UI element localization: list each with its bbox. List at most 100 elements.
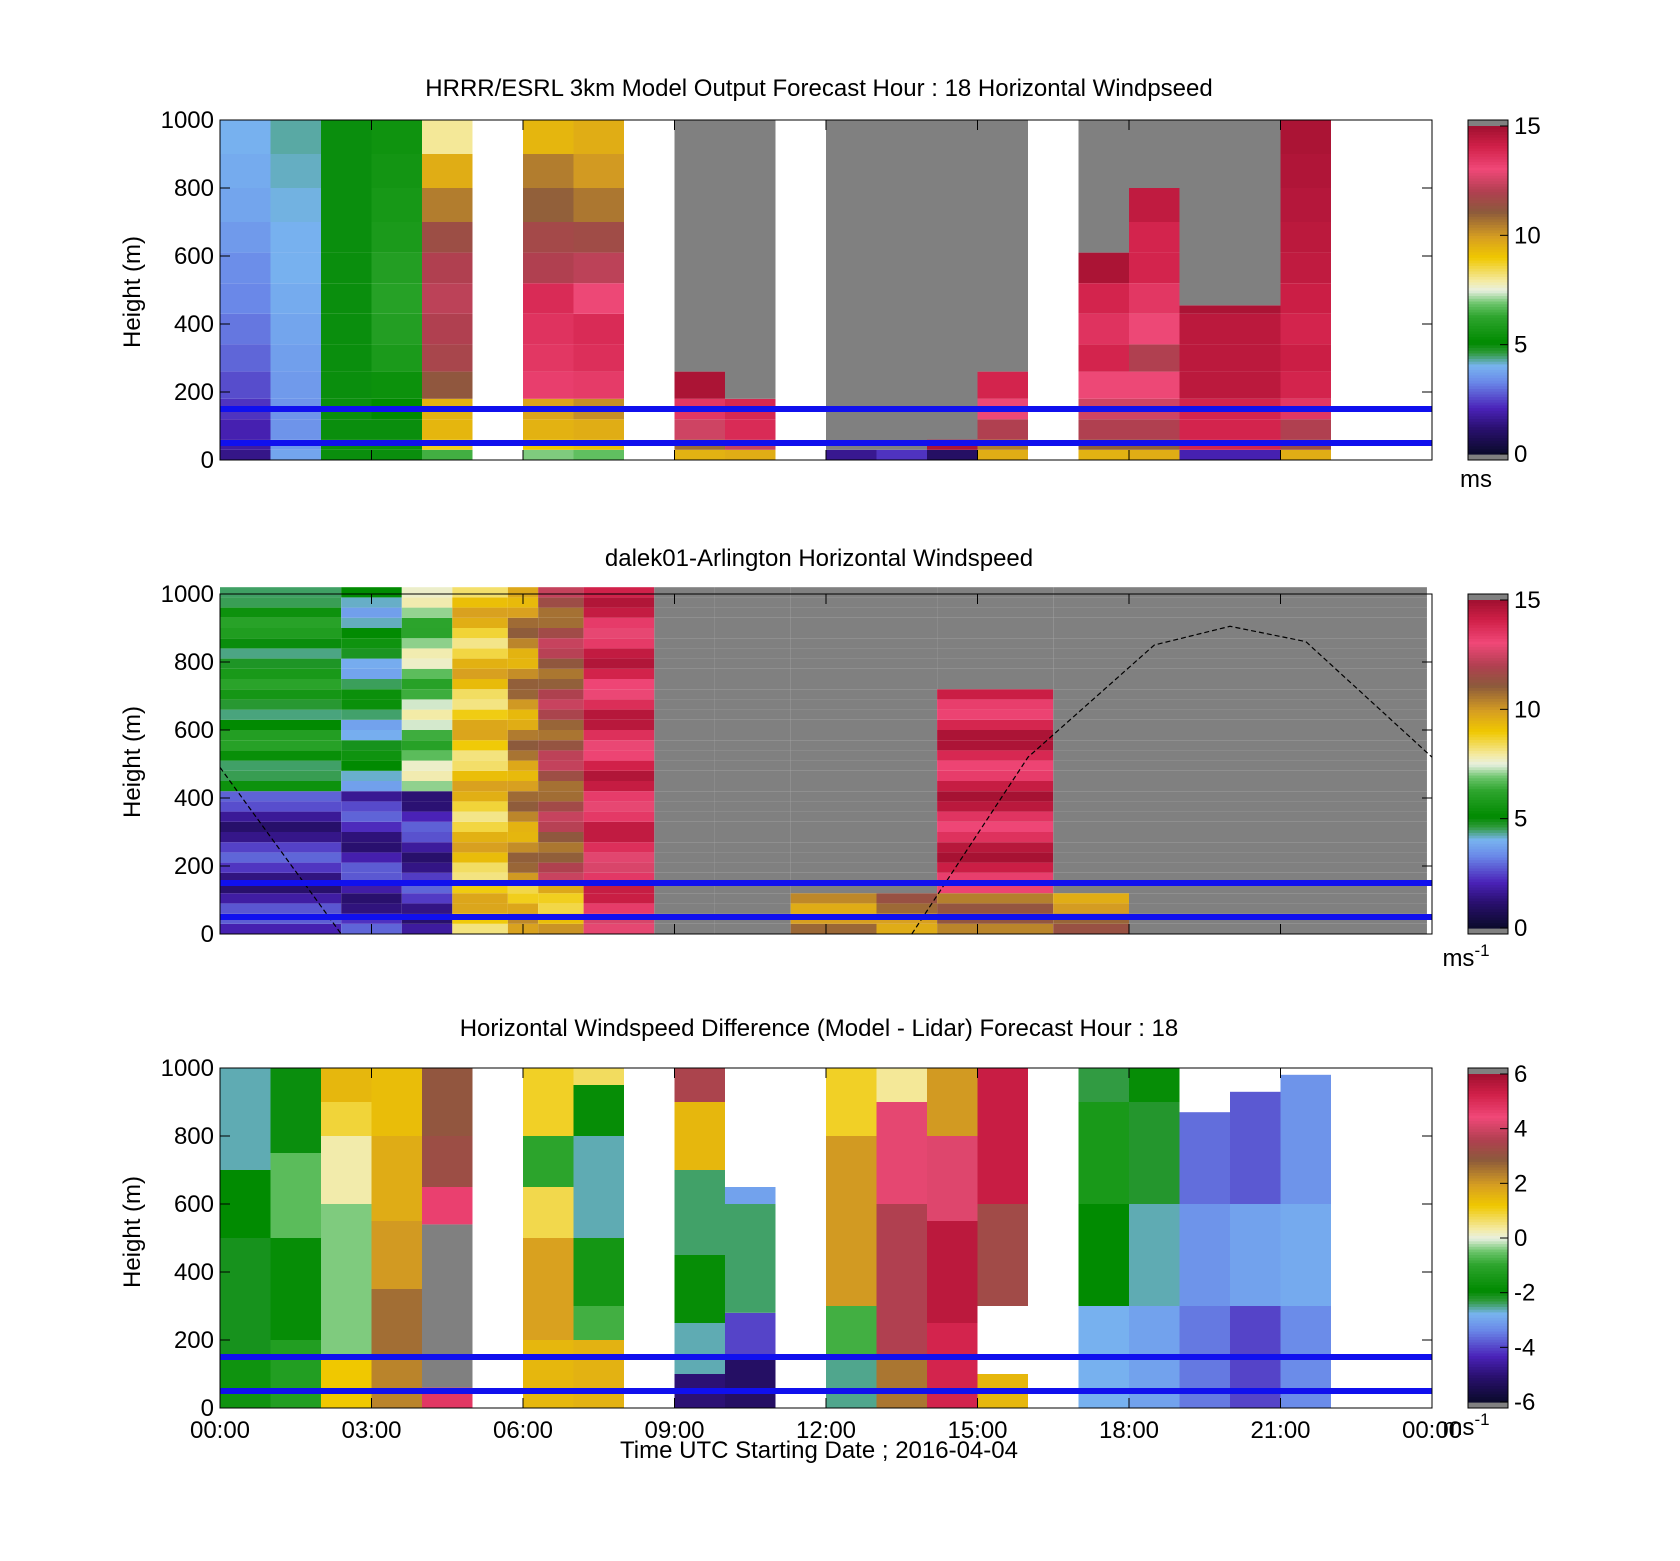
colorbar-step xyxy=(1468,1259,1508,1264)
lidar-gate xyxy=(220,832,342,843)
lidar-gate xyxy=(452,699,508,710)
colorbar-step xyxy=(1468,1221,1508,1225)
heatmap-cell xyxy=(220,120,271,154)
lidar-gate xyxy=(937,587,1054,598)
colorbar-step xyxy=(1468,917,1508,921)
lidar-gate xyxy=(220,617,342,628)
heatmap-cell xyxy=(573,313,624,345)
colorbar-step xyxy=(1468,807,1508,812)
lidar-gate xyxy=(583,903,655,914)
colorbar-step xyxy=(1468,1112,1508,1116)
heatmap-cell xyxy=(725,419,776,440)
colorbar-step xyxy=(1468,1281,1508,1286)
heatmap-cell xyxy=(725,1357,776,1408)
lidar-gate xyxy=(790,903,877,914)
lidar-gate xyxy=(452,842,508,853)
colorbar-step xyxy=(1468,758,1508,762)
heatmap-cell xyxy=(826,1306,877,1357)
lidar-gate xyxy=(538,811,584,822)
colorbar-step xyxy=(1468,651,1508,656)
colorbar-step xyxy=(1468,1210,1508,1214)
colorbar-step xyxy=(1468,1248,1508,1253)
lidar-gate xyxy=(507,842,539,853)
colorbar-step xyxy=(1468,218,1508,223)
colorbar-tick-label: 15 xyxy=(1514,113,1541,140)
heatmap-cell xyxy=(927,1323,978,1408)
colorbar-step xyxy=(1468,810,1508,814)
lidar-gate xyxy=(220,781,342,792)
lidar-gate xyxy=(1331,781,1427,792)
lidar-gate xyxy=(1053,638,1129,649)
colorbar-step xyxy=(1468,1339,1508,1343)
lidar-gate xyxy=(507,862,539,873)
lidar-gate xyxy=(1230,648,1331,659)
colorbar-step xyxy=(1468,396,1508,400)
lidar-gate xyxy=(790,821,877,832)
heatmap-cell xyxy=(826,1357,877,1408)
lidar-gate xyxy=(1053,832,1129,843)
lidar-gate xyxy=(1053,607,1129,618)
lidar-gate xyxy=(452,628,508,639)
lidar-gate xyxy=(220,679,342,690)
lidar-gate xyxy=(1230,883,1331,894)
lidar-gate xyxy=(876,770,938,781)
lidar-gate xyxy=(401,791,453,802)
heatmap-cell xyxy=(1129,120,1180,188)
lidar-gate xyxy=(1129,852,1230,863)
heatmap-cell xyxy=(220,1068,271,1170)
heatmap-cell xyxy=(220,344,271,372)
lidar-gate xyxy=(538,658,584,669)
lidar-gate xyxy=(937,770,1054,781)
lidar-gate xyxy=(876,587,938,598)
colorbar-step xyxy=(1468,897,1508,902)
heatmap-cell xyxy=(321,1068,372,1102)
heatmap-cell xyxy=(977,120,1028,372)
heatmap-cell xyxy=(1179,313,1230,345)
heatmap-cell xyxy=(1129,283,1180,314)
lidar-gate xyxy=(876,668,938,679)
colorbar-step xyxy=(1468,832,1508,836)
colorbar-step xyxy=(1468,1366,1508,1370)
lidar-gate xyxy=(538,740,584,751)
heatmap-cell xyxy=(1280,449,1331,460)
lidar-gate xyxy=(1331,597,1427,608)
lidar-gate xyxy=(1129,903,1230,914)
lidar-gate xyxy=(1230,740,1331,751)
colorbar-step xyxy=(1468,380,1508,384)
lidar-gate xyxy=(507,893,539,904)
lidar-gate xyxy=(220,658,342,669)
lidar-gate xyxy=(937,832,1054,843)
heatmap-cell xyxy=(1129,188,1180,222)
colorbar-step xyxy=(1468,423,1508,428)
colorbar-step xyxy=(1468,382,1508,387)
colorbar-step xyxy=(1468,300,1508,305)
colorbar-step xyxy=(1468,292,1508,297)
lidar-gate xyxy=(220,730,342,741)
colorbar-step xyxy=(1468,777,1508,781)
heatmap-cell xyxy=(270,188,321,222)
colorbar-step xyxy=(1468,372,1508,376)
lidar-gate xyxy=(714,821,791,832)
heatmap-cell xyxy=(371,1068,422,1136)
lidar-gate xyxy=(790,740,877,751)
colorbar-step xyxy=(1468,1240,1508,1245)
colorbar-step xyxy=(1468,881,1508,885)
lidar-gate xyxy=(714,597,791,608)
heatmap-cell xyxy=(1230,120,1281,306)
lidar-gate xyxy=(1129,883,1230,894)
colorbar-step xyxy=(1468,197,1508,201)
lidar-gate xyxy=(1129,648,1230,659)
colorbar-step xyxy=(1468,249,1508,253)
lidar-gate xyxy=(937,862,1054,873)
lidar-gate xyxy=(538,607,584,618)
colorbar-step xyxy=(1468,139,1508,143)
lidar-gate xyxy=(937,811,1054,822)
x-tick-label: 09:00 xyxy=(644,1417,704,1444)
colorbar-step xyxy=(1468,1382,1508,1387)
lidar-gate xyxy=(507,699,539,710)
lidar-gate xyxy=(452,923,508,934)
lidar-gate xyxy=(1129,730,1230,741)
lidar-gate xyxy=(583,801,655,812)
heatmap-cell xyxy=(1280,252,1331,284)
lidar-gate xyxy=(1331,709,1427,720)
